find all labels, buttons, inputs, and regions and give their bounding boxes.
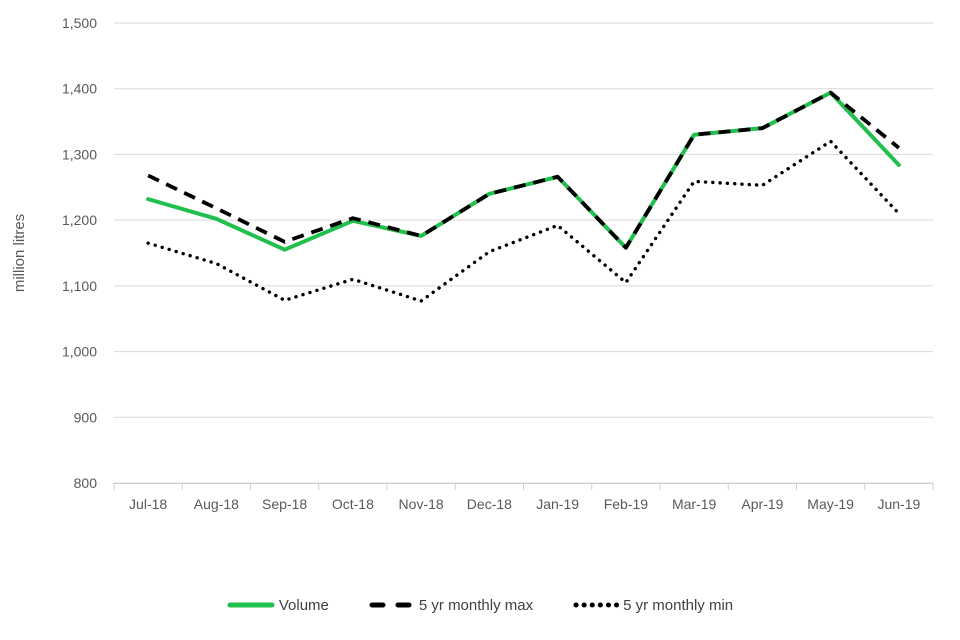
series-line-5-yr-monthly-max xyxy=(147,90,901,250)
x-tick-label: Sep-18 xyxy=(262,496,307,512)
y-tick-label: 1,500 xyxy=(62,15,97,31)
y-tick-label: 1,000 xyxy=(62,344,97,360)
legend-solid-line-icon xyxy=(227,602,275,608)
legend-item-max: 5 yr monthly max xyxy=(369,597,533,614)
x-tick-label: Dec-18 xyxy=(467,496,512,512)
x-tick-label: Jul-18 xyxy=(129,496,167,512)
x-tick-label: May-19 xyxy=(807,496,854,512)
y-axis-title: million litres xyxy=(11,214,28,292)
chart-legend: Volume 5 yr monthly max 5 yr monthly min xyxy=(0,592,960,618)
x-tick-label: Aug-18 xyxy=(194,496,239,512)
x-tick-label: Oct-18 xyxy=(332,496,374,512)
x-tick-label: Apr-19 xyxy=(741,496,783,512)
series-line-5-yr-monthly-min xyxy=(146,139,901,303)
x-tick-label: Nov-18 xyxy=(399,496,444,512)
x-tick-label: Jun-19 xyxy=(877,496,920,512)
y-tick-label: 1,400 xyxy=(62,81,97,97)
x-tick-label: Jan-19 xyxy=(536,496,579,512)
y-tick-label: 1,100 xyxy=(62,278,97,294)
y-tick-label: 800 xyxy=(74,475,98,491)
x-tick-label: Mar-19 xyxy=(672,496,717,512)
legend-label-min: 5 yr monthly min xyxy=(623,596,734,614)
y-tick-label: 1,200 xyxy=(62,212,97,228)
y-tick-label: 1,300 xyxy=(62,146,97,162)
y-tick-label: 900 xyxy=(74,409,98,425)
legend-item-volume: Volume xyxy=(227,597,329,614)
legend-label-volume: Volume xyxy=(278,596,329,614)
legend-item-min: 5 yr monthly min xyxy=(573,597,733,614)
legend-label-max: 5 yr monthly max xyxy=(418,596,534,614)
x-tick-label: Feb-19 xyxy=(604,496,649,512)
legend-dashed-line-icon xyxy=(369,602,415,608)
legend-dotted-line-icon xyxy=(573,602,620,608)
